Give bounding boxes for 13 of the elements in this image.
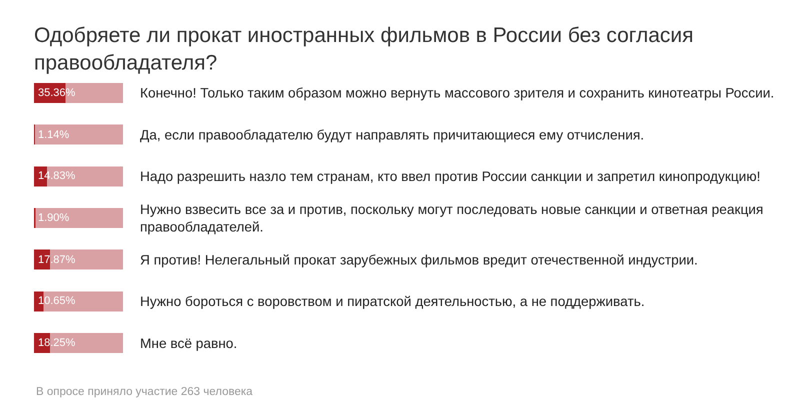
- y-tick-label: Нужно бороться с воровством и пиратской деятельностью, а не поддерживать.: [140, 294, 645, 310]
- text: В опросе приняло участие 263 человека: [36, 386, 254, 398]
- data-label: 1.90%: [38, 212, 70, 224]
- y-tick-label: Конечно! Только таким образом можно вернуть массового зрителя и сохранить кинотеатры России.: [140, 86, 774, 101]
- y-tick-label: Надо разрешить назло тем странам, кто ввел против России санкции и запретил кинопродукцию!: [140, 169, 760, 184]
- text: Одобряете ли прокат иностранных фильмов в России без согласия правообладателя?: [34, 24, 694, 74]
- y-tick-label: Я против! Нелегальный прокат зарубежных фильмов вредит отечественной индустрии.: [140, 252, 698, 268]
- bar: [35, 124, 123, 145]
- bar: [36, 208, 123, 228]
- y-tick-label: Мне всё равно.: [140, 336, 238, 351]
- y-tick-label: Да, если правообладателю будут направлять причитающиеся ему отчисления.: [140, 127, 644, 142]
- y-tick-label: Нужно взвесить все за и против, поскольку могут последовать новые санкции и ответная реакция правообладателей.: [140, 202, 764, 235]
- data-label: 1.14%: [38, 129, 70, 141]
